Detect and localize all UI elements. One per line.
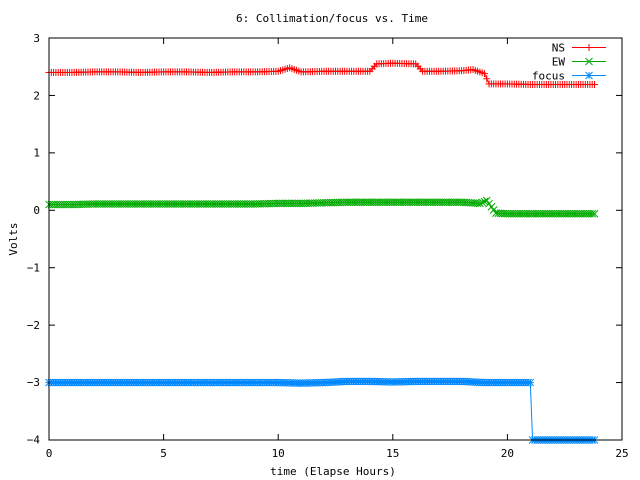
data-point-ew [478, 198, 487, 207]
legend-swatch-ew [572, 57, 606, 66]
x-tick-label: 20 [501, 447, 514, 460]
legend-label-ns: NS [552, 42, 565, 55]
data-point-ew [487, 202, 496, 211]
data-point-ns [590, 81, 598, 89]
x-tick-label: 10 [272, 447, 285, 460]
y-tick-label: 1 [33, 147, 40, 160]
legend-entry-focus: focus [532, 70, 606, 83]
plot-series [45, 59, 599, 444]
legend-marker-ns [585, 44, 593, 51]
legend-swatch-focus [572, 71, 606, 80]
series-focus [45, 377, 599, 444]
data-point-ew [482, 196, 491, 205]
legend-label-ew: EW [552, 56, 566, 69]
data-point-ns [483, 75, 491, 83]
x-tick-label: 15 [386, 447, 399, 460]
legend: NS EW focus [532, 42, 606, 83]
y-tick-label: 2 [33, 89, 40, 102]
legend-entry-ns: NS [552, 42, 606, 55]
x-tick-labels: 0 5 10 15 20 25 [46, 447, 629, 460]
legend-label-focus: focus [532, 70, 565, 83]
plot-frame [48, 37, 623, 441]
series-line-focus [49, 380, 595, 441]
data-point-ew [590, 209, 599, 218]
chart-title: 6: Collimation/focus vs. Time [236, 12, 428, 25]
legend-marker-focus [585, 71, 593, 80]
x-tick-label: 25 [615, 447, 628, 460]
x-tick-label: 5 [160, 447, 167, 460]
y-tick-label: −2 [27, 319, 40, 332]
data-point-focus [526, 378, 535, 387]
y-tick-label: −1 [27, 261, 40, 274]
data-point-ew [485, 199, 493, 208]
y-axis-label: Volts [7, 222, 20, 255]
y-tick-label: −3 [27, 376, 40, 389]
legend-entry-ew: EW [552, 56, 606, 69]
y-tick-labels: 3 2 1 0 −1 −2 −3 −4 [27, 32, 41, 447]
series-ns [45, 59, 598, 89]
y-tick-label: 0 [33, 204, 40, 217]
x-tick-label: 0 [46, 447, 53, 460]
y-tick-label: −4 [27, 434, 41, 447]
data-point-ew [476, 199, 484, 208]
x-axis-label: time (Elapse Hours) [270, 465, 396, 478]
data-point-ew [473, 199, 482, 208]
series-ew [45, 196, 599, 218]
y-tick-label: 3 [33, 32, 40, 45]
data-point-ns [480, 70, 488, 78]
legend-marker-ew [585, 57, 593, 66]
legend-swatch-ns [572, 44, 606, 51]
data-point-ew [480, 197, 489, 206]
data-point-ew [489, 206, 498, 214]
data-point-ew [588, 209, 597, 218]
